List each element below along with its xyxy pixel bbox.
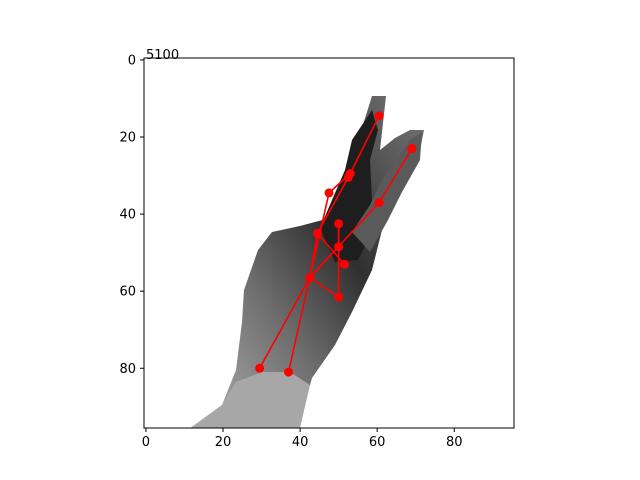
y-tick-label: 60 [119, 285, 136, 300]
keypoint-marker [334, 219, 344, 229]
x-tick-label: 80 [446, 435, 463, 450]
hand-wrist-light [192, 372, 310, 428]
y-tick-label: 40 [119, 208, 136, 223]
keypoint-marker [374, 198, 384, 208]
x-axis-ticks: 0 20 40 60 80 [142, 428, 463, 450]
keypoint-marker [284, 367, 294, 377]
axes-frame [143, 57, 515, 429]
keypoint-marker [312, 228, 322, 238]
x-tick-label: 40 [292, 435, 309, 450]
x-tick-label: 60 [369, 435, 386, 450]
chart-title: 5100 [146, 48, 179, 63]
keypoint-marker [334, 242, 344, 252]
skeleton-segment [309, 201, 380, 279]
skeleton-segment [309, 277, 340, 298]
keypoint-marker [334, 292, 344, 302]
keypoint-marker [339, 259, 349, 269]
keypoint-markers [255, 111, 417, 377]
keypoint-marker [324, 188, 334, 198]
skeleton-segment [287, 277, 311, 373]
skeleton-segment [316, 177, 349, 234]
y-axis-ticks: 0 20 40 60 80 [119, 53, 144, 377]
y-tick-label: 0 [128, 53, 136, 68]
keypoint-marker [345, 169, 355, 179]
keypoint-marker [407, 144, 417, 154]
keypoint-marker [374, 111, 384, 121]
keypoint-marker [255, 363, 265, 373]
skeleton-segment [378, 148, 413, 203]
x-tick-label: 20 [215, 435, 232, 450]
y-tick-label: 20 [119, 131, 136, 146]
skeleton-segment [349, 115, 380, 174]
skeleton-segment [258, 277, 311, 369]
keypoint-marker [305, 273, 315, 283]
y-tick-label: 80 [119, 362, 136, 377]
skeleton-segment [316, 232, 346, 265]
x-tick-label: 0 [142, 435, 150, 450]
